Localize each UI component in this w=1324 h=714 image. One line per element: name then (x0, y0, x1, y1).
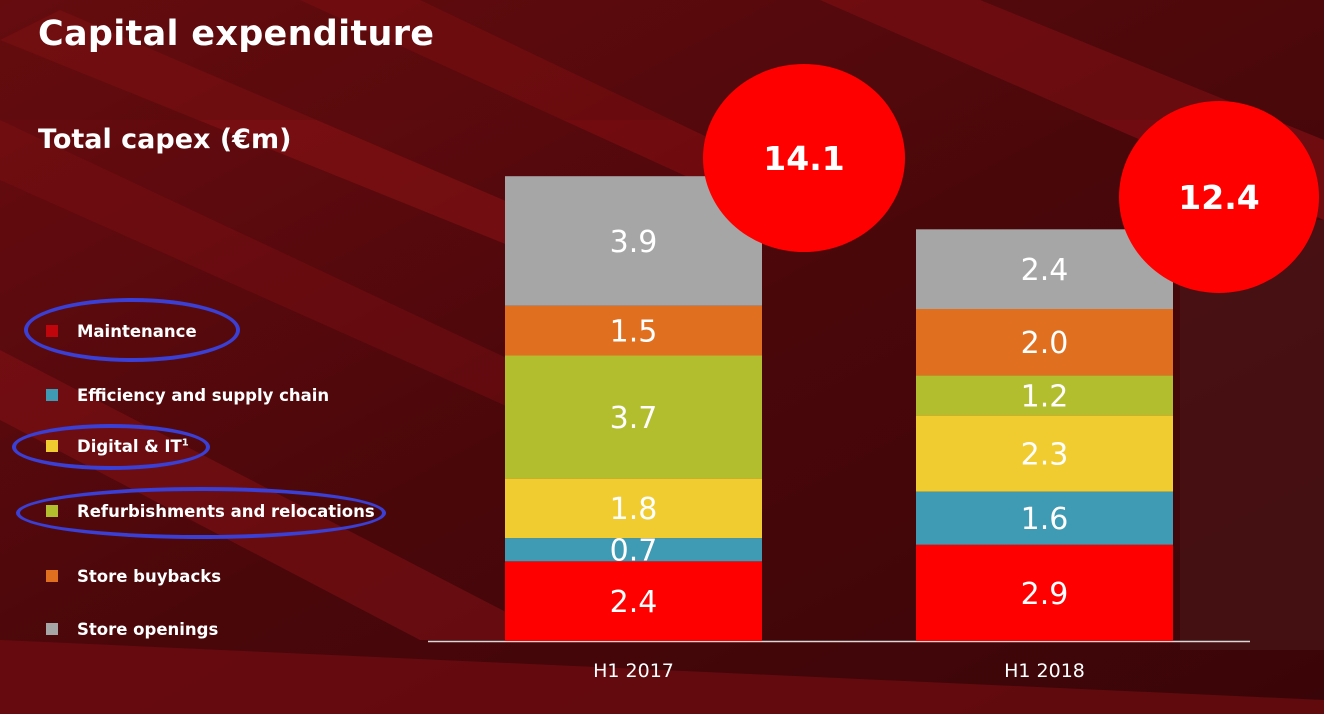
legend-swatch-store-buybacks (46, 570, 58, 582)
legend-label-store-openings: Store openings (77, 619, 219, 639)
bar-segment-efficiency-and-supply-chain-h1-2017 (505, 538, 762, 562)
bar-segment-digital-it-h1-2017 (505, 478, 762, 539)
data-label-efficiency-and-supply-chain-h1-2018: 1.6 (1021, 502, 1069, 537)
data-label-maintenance-h1-2017: 2.4 (610, 585, 658, 620)
legend-swatch-store-openings (46, 623, 58, 635)
chart-legend: Maintenance Efficiency and supply chain … (0, 0, 420, 714)
data-label-store-openings-h1-2017: 3.9 (610, 225, 658, 260)
chart-subtitle: Total capex (€m) (38, 124, 292, 155)
bar-segment-digital-it-h1-2018 (916, 415, 1173, 492)
bar-segment-store-openings-h1-2018 (916, 229, 1173, 309)
data-label-digital-it-h1-2017: 1.8 (610, 492, 658, 527)
legend-item-store-openings: Store openings (46, 617, 218, 641)
data-label-refurbishments-and-relocations-h1-2017: 3.7 (610, 401, 658, 436)
data-label-refurbishments-and-relocations-h1-2018: 1.2 (1021, 379, 1069, 414)
x-tick-label-h1-2017: H1 2017 (593, 660, 674, 682)
total-label-h1-2018: 12.4 (1178, 178, 1259, 217)
legend-item-refurbishments: Refurbishments and relocations (46, 499, 375, 523)
legend-highlight-refurbishments (16, 487, 386, 539)
bar-segment-maintenance-h1-2017 (505, 561, 762, 641)
total-label-h1-2017: 14.1 (763, 139, 844, 178)
data-label-store-buybacks-h1-2017: 1.5 (610, 315, 658, 350)
legend-label-maintenance: Maintenance (77, 321, 197, 341)
legend-highlight-digital-it (12, 424, 210, 470)
legend-label-store-buybacks: Store buybacks (77, 566, 222, 586)
total-badge-h1-2017 (703, 64, 905, 252)
bar-segment-maintenance-h1-2018 (916, 544, 1173, 641)
legend-swatch-maintenance (46, 325, 58, 337)
bar-segment-refurbishments-and-relocations-h1-2017 (505, 355, 762, 479)
x-tick-label-h1-2018: H1 2018 (1004, 660, 1085, 682)
legend-item-store-buybacks: Store buybacks (46, 564, 221, 588)
bar-segment-store-buybacks-h1-2017 (505, 305, 762, 356)
legend-label-digital-it-text: Digital & IT (77, 436, 182, 456)
legend-label-digital-it: Digital & IT1 (77, 437, 189, 456)
legend-label-efficiency: Efficiency and supply chain (77, 385, 330, 405)
legend-swatch-efficiency (46, 389, 58, 401)
slide-title: Capital expenditure (38, 14, 435, 54)
legend-swatch-refurbishments (46, 505, 58, 517)
total-badge-h1-2018 (1119, 101, 1319, 293)
data-label-digital-it-h1-2018: 2.3 (1021, 437, 1069, 472)
legend-item-digital-it: Digital & IT1 (46, 434, 189, 458)
data-label-store-buybacks-h1-2018: 2.0 (1021, 326, 1069, 361)
legend-item-efficiency: Efficiency and supply chain (46, 383, 329, 407)
data-label-store-openings-h1-2018: 2.4 (1021, 253, 1069, 288)
legend-swatch-digital-it (46, 440, 58, 452)
legend-label-refurbishments: Refurbishments and relocations (77, 501, 375, 521)
legend-footnote-marker: 1 (181, 437, 189, 448)
bar-segment-efficiency-and-supply-chain-h1-2018 (916, 491, 1173, 545)
data-label-maintenance-h1-2018: 2.9 (1021, 577, 1069, 612)
legend-item-maintenance: Maintenance (46, 319, 197, 343)
legend-highlight-maintenance (24, 298, 240, 362)
bar-segment-refurbishments-and-relocations-h1-2018 (916, 375, 1173, 416)
data-label-efficiency-and-supply-chain-h1-2017: 0.7 (610, 534, 658, 569)
bar-segment-store-buybacks-h1-2018 (916, 309, 1173, 376)
